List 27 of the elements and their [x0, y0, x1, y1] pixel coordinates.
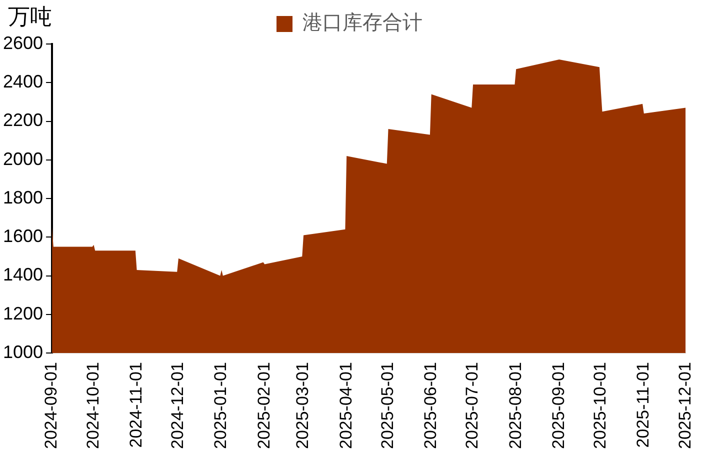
x-tick-label: 2025-12-01 [675, 362, 694, 450]
x-tick-label: 2025-04-01 [336, 362, 356, 450]
y-tick-label: 1400 [2, 264, 44, 285]
x-tick-label: 2025-05-01 [378, 362, 397, 450]
x-tick-label: 2024-12-01 [168, 362, 188, 450]
legend-label: 港口库存合计 [302, 10, 422, 34]
y-tick-label: 1800 [2, 187, 44, 208]
y-tick-label: 1000 [2, 342, 44, 362]
x-tick-label: 2024-09-01 [42, 362, 61, 450]
x-tick-label: 2025-02-01 [254, 362, 274, 450]
x-tick-label: 2025-01-01 [211, 362, 230, 450]
y-tick-label: 2000 [2, 148, 44, 169]
x-tick-label: 2025-08-01 [506, 362, 525, 450]
y-tick-label: 2200 [2, 110, 44, 130]
x-tick-label: 2025-07-01 [462, 362, 482, 450]
x-tick-label: 2025-11-01 [634, 362, 653, 448]
y-tick-label: 1200 [2, 303, 44, 324]
x-tick-label: 2024-10-01 [83, 362, 102, 450]
x-tick-label: 2025-06-01 [421, 362, 440, 450]
x-tick-label: 2025-10-01 [590, 362, 610, 450]
x-tick-label: 2025-03-01 [293, 362, 312, 450]
x-tick-label: 2024-11-01 [126, 362, 146, 448]
y-tick-label: 1600 [2, 226, 44, 246]
x-tick-label: 2025-09-01 [548, 362, 568, 450]
y-tick-label: 2400 [2, 72, 44, 92]
y-axis-title: 万吨 [8, 4, 52, 32]
y-tick-label: 2600 [2, 32, 44, 53]
